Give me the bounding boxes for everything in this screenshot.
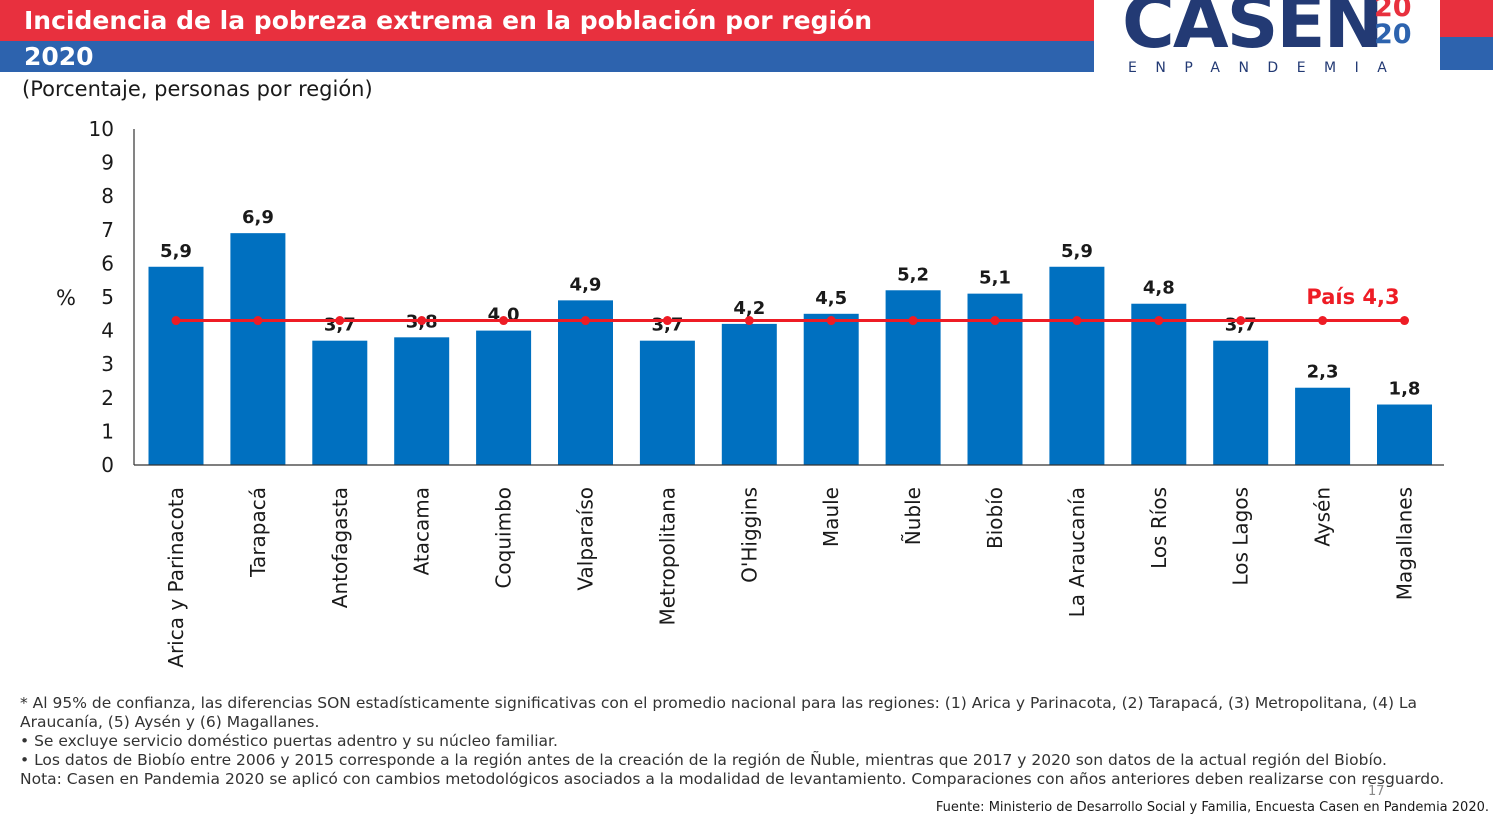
x-tick-label: Coquimbo (492, 487, 516, 589)
bar (1049, 266, 1105, 465)
x-tick-label: Biobío (983, 487, 1007, 549)
reference-line-marker (1318, 316, 1328, 326)
header-band-red (0, 0, 1094, 41)
bar (1295, 387, 1351, 465)
header-band-blue-right (1440, 37, 1493, 70)
y-tick-label: 0 (101, 453, 114, 477)
y-tick-label: 2 (101, 386, 114, 410)
x-tick-label: Valparaíso (574, 487, 598, 591)
reference-line-label: País 4,3 (1306, 285, 1399, 309)
bar-value-label: 4,5 (815, 288, 847, 309)
logo-year: 20 20 (1374, 0, 1414, 48)
x-tick-label: Metropolitana (655, 487, 679, 626)
header-band-red-right (1440, 0, 1493, 37)
reference-line-marker (1154, 316, 1164, 326)
reference-line-marker (990, 316, 1000, 326)
bar (394, 337, 450, 465)
bar-value-label: 6,9 (242, 207, 274, 228)
bar (803, 313, 859, 465)
y-tick-label: 4 (101, 319, 114, 343)
reference-line-marker (662, 316, 672, 326)
y-tick-label: 8 (101, 184, 114, 208)
x-tick-label: La Araucanía (1065, 487, 1089, 617)
reference-line-marker (1072, 316, 1082, 326)
logo-year-top: 20 (1374, 0, 1412, 23)
header-band-blue (0, 41, 1094, 72)
reference-line-marker (744, 316, 754, 326)
footnotes: * Al 95% de confianza, las diferencias S… (20, 694, 1480, 789)
bar (312, 340, 368, 465)
bar (1131, 303, 1187, 465)
x-tick-label: Antofagasta (328, 487, 352, 608)
bar-value-label: 5,9 (1061, 241, 1093, 262)
page-subtitle: 2020 (24, 42, 94, 71)
footnote: • Se excluye servicio doméstico puertas … (20, 732, 558, 750)
reference-line-marker (253, 316, 263, 326)
y-tick-label: 3 (101, 352, 114, 376)
x-tick-label: Ñuble (901, 487, 925, 545)
bar-value-label: 5,9 (160, 241, 192, 262)
bar (1377, 404, 1432, 465)
bar-value-label: 4,2 (733, 298, 765, 319)
x-tick-label: Tarapacá (246, 487, 270, 578)
x-tick-label: Los Ríos (1147, 487, 1171, 569)
page-title: Incidencia de la pobreza extrema en la p… (24, 6, 873, 35)
reference-line-marker (581, 316, 590, 326)
bar-value-label: 5,1 (979, 268, 1011, 289)
source-note: Fuente: Ministerio de Desarrollo Social … (935, 800, 1489, 815)
bar (639, 340, 695, 465)
x-tick-label: Los Lagos (1229, 487, 1253, 586)
x-tick-label: O'Higgins (737, 487, 761, 583)
reference-line-marker (1236, 316, 1246, 326)
reference-line-marker (908, 316, 918, 326)
bar-value-label: 5,2 (897, 264, 929, 285)
y-tick-label: 10 (89, 117, 114, 141)
logo-year-bottom: 20 (1374, 19, 1412, 50)
bar (721, 323, 777, 465)
bar (476, 330, 532, 465)
footnote: • Los datos de Biobío entre 2006 y 2015 … (20, 751, 1387, 769)
reference-line-marker (499, 316, 509, 326)
bar (230, 233, 286, 465)
reference-line-marker (335, 316, 345, 326)
bar-value-label: 1,8 (1389, 379, 1421, 400)
y-tick-label: 7 (101, 218, 114, 242)
x-tick-label: Arica y Parinacota (164, 487, 188, 668)
reference-line-marker (826, 316, 836, 326)
bar-value-label: 4,8 (1143, 278, 1175, 299)
footnote: * Al 95% de confianza, las diferencias S… (20, 694, 1418, 731)
page-number: 17 (1368, 784, 1385, 799)
bar-value-label: 2,3 (1307, 362, 1339, 383)
x-tick-label: Atacama (410, 487, 434, 575)
reference-line-marker (417, 316, 427, 326)
bar (148, 266, 204, 465)
y-tick-label: 6 (101, 251, 114, 275)
bar-value-label: 4,9 (570, 274, 602, 295)
x-tick-label: Maule (819, 487, 843, 547)
chart-units: (Porcentaje, personas por región) (22, 77, 373, 101)
footnote: Nota: Casen en Pandemia 2020 se aplicó c… (20, 770, 1445, 788)
y-tick-label: 5 (101, 285, 114, 309)
y-tick-label: 9 (101, 151, 114, 175)
bar (1213, 340, 1269, 465)
logo-word: CASEN (1122, 0, 1384, 64)
bar (558, 300, 613, 465)
y-axis-label: % (56, 286, 76, 310)
casen-logo: CASEN 20 20 ENPANDEMIA (1118, 0, 1428, 76)
x-tick-label: Aysén (1311, 487, 1335, 547)
logo-subtitle: ENPANDEMIA (1128, 60, 1406, 76)
x-tick-label: Magallanes (1393, 487, 1417, 600)
y-tick-label: 1 (101, 419, 114, 443)
reference-line-marker (1400, 316, 1409, 326)
reference-line-marker (171, 316, 181, 326)
